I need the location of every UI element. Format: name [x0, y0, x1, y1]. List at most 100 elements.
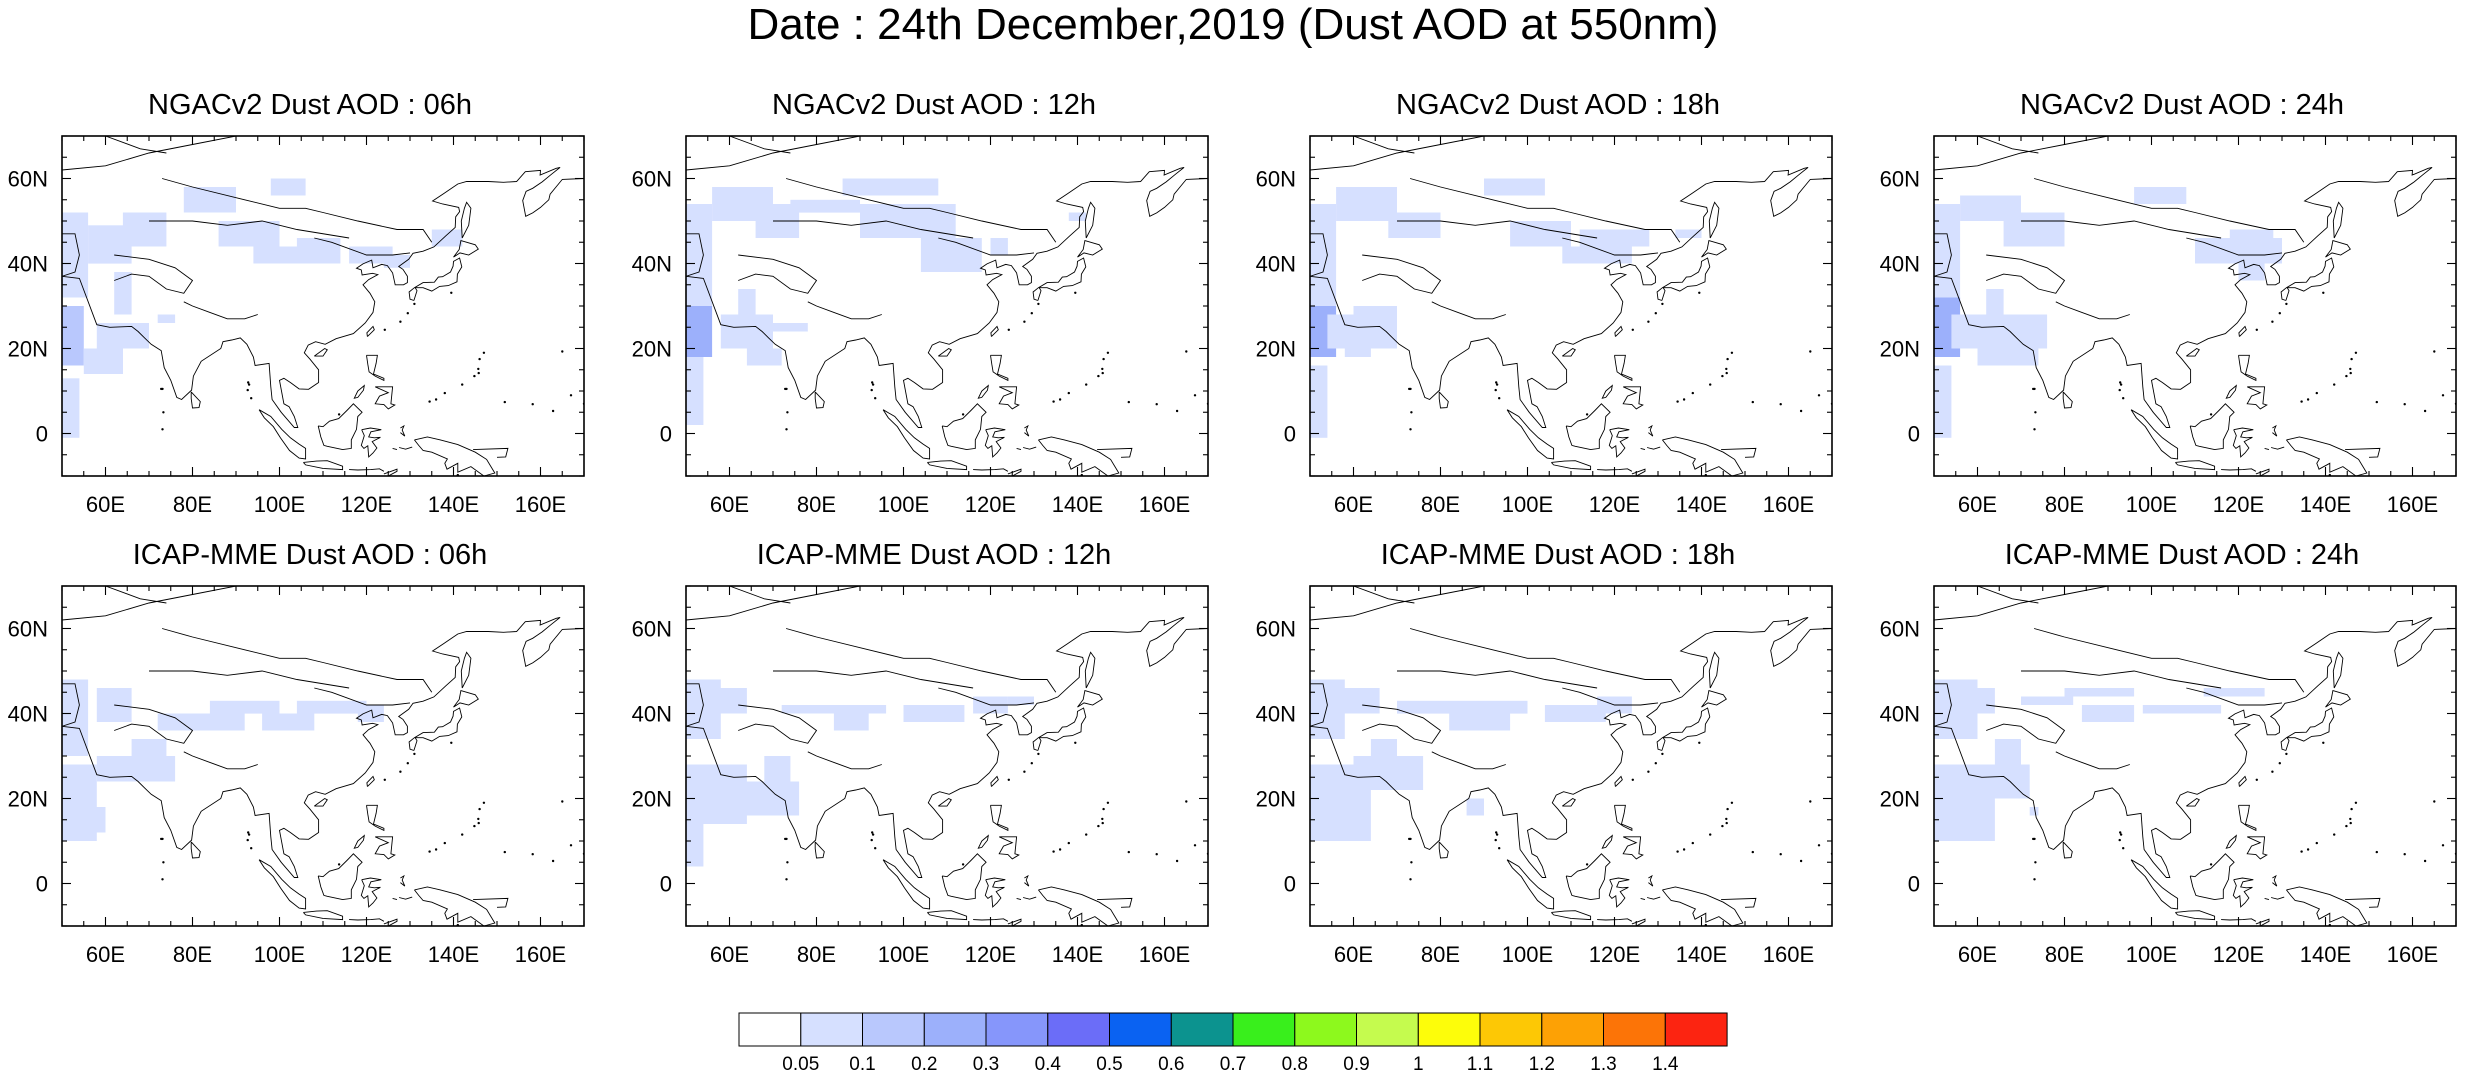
island: [569, 394, 573, 397]
coastline: [984, 877, 1006, 908]
coastline: [807, 751, 882, 770]
island: [2255, 778, 2258, 781]
coastline: [1016, 897, 1022, 901]
island: [1102, 357, 1105, 361]
island: [1799, 859, 1803, 863]
panel-title: ICAP-MME Dust AOD : 18h: [1380, 539, 1736, 571]
coastline: [686, 586, 1208, 878]
island: [569, 844, 573, 847]
island: [1058, 848, 1062, 851]
coastline: [1084, 651, 1096, 689]
colorbar-label: 0.2: [911, 1054, 938, 1075]
dust-aod-cell: [703, 688, 747, 714]
colorbar: [738, 1012, 1728, 1047]
island: [473, 374, 476, 378]
lon-tick-label: 120E: [2213, 942, 2264, 967]
island: [871, 831, 874, 834]
coastline: [1648, 424, 1654, 437]
coastline: [686, 586, 861, 621]
map-panel-ngac-18h: NGACv2 Dust AOD : 18h 60E 80E 100E 120E 140E…: [1256, 0, 1833, 517]
lon-tick-label: 80E: [1421, 942, 1460, 967]
island: [2322, 741, 2325, 744]
coastline: [2286, 886, 2368, 926]
map-panel-ngac-12h: NGACv2 Dust AOD : 12h 60E 80E 100E 120E 140E…: [632, 0, 1209, 517]
island: [503, 850, 506, 854]
dust-aod-cell: [2142, 705, 2222, 714]
island: [413, 302, 416, 306]
island: [246, 838, 249, 842]
coastline: [1614, 804, 1633, 832]
island: [1799, 409, 1803, 413]
island: [1726, 807, 1729, 811]
coastline: [1431, 301, 1506, 320]
island: [1101, 371, 1104, 375]
map-panel-ngac-06h: NGACv2 Dust AOD : 06h 60E 80E 100E 120E 140E…: [8, 0, 585, 517]
dust-aod-cell: [1388, 212, 1441, 238]
island: [531, 853, 534, 856]
island: [551, 859, 555, 863]
island: [1725, 371, 1728, 375]
coastline: [990, 325, 999, 337]
coastline: [2332, 201, 2344, 239]
island: [1647, 770, 1650, 773]
coastline: [1977, 136, 2039, 154]
island: [786, 411, 789, 414]
dust-aod-cell: [738, 289, 756, 323]
coastline: [353, 384, 365, 399]
coastline: [149, 220, 350, 239]
dust-aod-cell: [1510, 221, 1571, 247]
island: [337, 413, 341, 416]
coastline: [149, 670, 350, 689]
coastline: [785, 628, 1057, 693]
coastline: [1986, 704, 2066, 744]
lon-tick-label: 160E: [1763, 942, 1814, 967]
island: [2122, 397, 2125, 400]
island: [478, 357, 481, 361]
lon-tick-label: 120E: [1589, 492, 1640, 517]
island: [399, 770, 402, 773]
colorbar-bin: [738, 1012, 802, 1047]
island: [2423, 859, 2427, 863]
coastline: [686, 683, 704, 727]
coastline: [686, 136, 861, 171]
coastline: [1551, 460, 1592, 471]
map-frame: [61, 135, 585, 477]
island: [1691, 391, 1694, 395]
coastline: [1721, 447, 1757, 458]
dust-aod-cell: [1562, 246, 1632, 264]
island: [2034, 861, 2037, 864]
coastline: [2280, 257, 2335, 301]
island: [1779, 403, 1782, 406]
island: [1030, 312, 1033, 315]
island: [2271, 320, 2274, 323]
dust-aod-cell: [114, 272, 132, 315]
lat-tick-label: 40N: [632, 252, 672, 277]
panel-title: ICAP-MME Dust AOD : 06h: [132, 539, 488, 571]
island: [1661, 302, 1664, 306]
island: [2119, 381, 2122, 384]
dust-aod-cell: [1397, 700, 1528, 714]
dust-aod-cell: [1994, 739, 2021, 765]
coastline: [1565, 403, 1611, 451]
island: [2118, 388, 2121, 392]
dust-aod-shading: [1934, 187, 2282, 438]
dust-aod-cell: [1579, 229, 1650, 247]
coastline: [738, 254, 818, 294]
island: [1067, 841, 1070, 845]
island: [1085, 833, 1088, 836]
island: [1155, 853, 1158, 856]
map-panel-icap-18h: ICAP-MME Dust AOD : 18h 60E 80E 100E 120E 14…: [1256, 450, 1833, 967]
coastline: [1077, 690, 1103, 708]
dust-aod-cell: [88, 807, 106, 833]
dust-aod-cell: [2203, 688, 2265, 697]
coastline: [941, 853, 987, 901]
coastline: [1646, 446, 1661, 450]
island: [482, 801, 486, 804]
island: [2349, 367, 2352, 371]
coastline: [1977, 586, 2039, 604]
coastline: [1656, 257, 1711, 301]
coastline: [729, 586, 791, 604]
dust-aod-cell: [764, 756, 791, 799]
dust-aod-cell: [2229, 229, 2274, 238]
island: [503, 400, 506, 404]
